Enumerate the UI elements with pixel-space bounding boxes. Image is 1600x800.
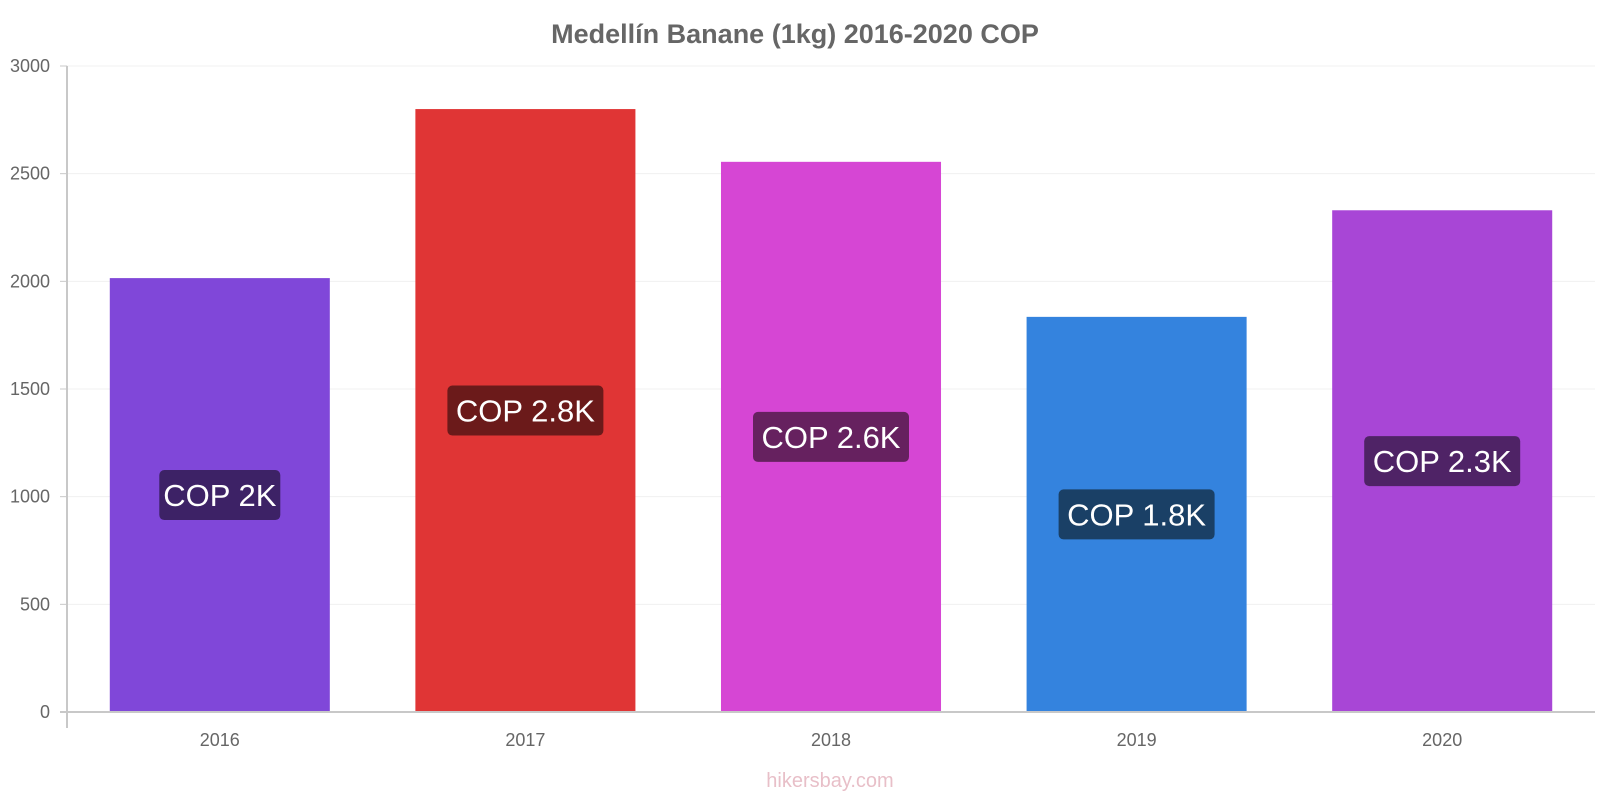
x-axis-ticks: 2016 2017 2018 2019 2020 (200, 730, 1462, 750)
x-tick-label: 2017 (505, 730, 545, 750)
data-label: COP 2.3K (1373, 444, 1512, 479)
data-label: COP 2K (163, 478, 276, 513)
x-tick-label: 2018 (811, 730, 851, 750)
data-label: COP 2.8K (456, 394, 595, 429)
y-tick-label: 500 (20, 594, 50, 614)
data-label-box (159, 470, 281, 521)
data-label: COP 1.8K (1067, 497, 1206, 532)
x-tick-label: 2019 (1117, 730, 1157, 750)
y-tick-label: 2000 (10, 271, 50, 291)
chart-title: Medellín Banane (1kg) 2016-2020 COP (551, 19, 1039, 49)
y-tick-label: 2500 (10, 164, 50, 184)
data-label: COP 2.6K (761, 420, 900, 455)
bars (109, 109, 1553, 713)
x-tick-label: 2016 (200, 730, 240, 750)
data-labels: COP 2K COP 2.8K COP 2.6K COP 1.8K COP 2.3K (159, 385, 1521, 540)
data-label-box (447, 385, 604, 436)
y-tick-label: 0 (40, 702, 50, 722)
data-label-box (1058, 489, 1215, 540)
watermark: hikersbay.com (766, 770, 893, 792)
y-tick-label: 1500 (10, 379, 50, 399)
y-tick-label: 3000 (10, 56, 50, 76)
x-tick-label: 2020 (1422, 730, 1462, 750)
data-label-box (753, 411, 909, 462)
y-tick-label: 1000 (10, 487, 50, 507)
y-axis-ticks: 0 500 1000 1500 2000 2500 3000 (10, 56, 67, 722)
data-label-box (1364, 436, 1521, 487)
